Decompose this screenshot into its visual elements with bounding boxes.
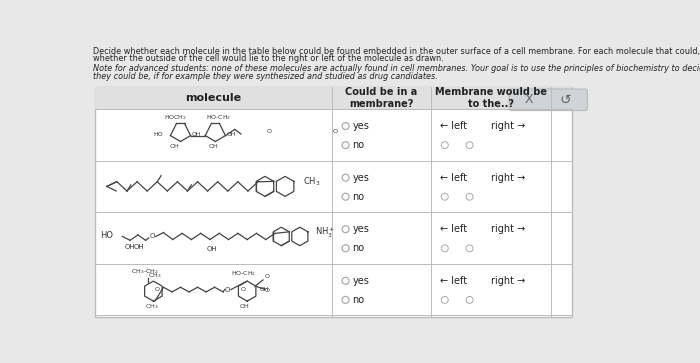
Text: yes: yes xyxy=(353,276,370,286)
Text: O: O xyxy=(332,129,338,134)
Bar xyxy=(95,87,572,317)
Text: NH$_3^+$: NH$_3^+$ xyxy=(315,225,335,240)
Text: whether the outside of the cell would lie to the right or left of the molecule a: whether the outside of the cell would li… xyxy=(93,54,444,63)
Text: OH: OH xyxy=(240,304,250,309)
Text: O: O xyxy=(265,288,270,293)
Text: ← left: ← left xyxy=(440,173,468,183)
Text: yes: yes xyxy=(353,173,370,183)
Text: O: O xyxy=(265,274,270,280)
Text: no: no xyxy=(353,243,365,253)
Text: right →: right → xyxy=(491,224,526,234)
Text: Could be in a
membrane?: Could be in a membrane? xyxy=(345,87,417,109)
Text: OH: OH xyxy=(208,144,218,150)
Text: HOCH$_2$: HOCH$_2$ xyxy=(164,113,187,122)
Text: HO: HO xyxy=(153,131,162,136)
Text: ← left: ← left xyxy=(440,276,468,286)
Text: HO-CH$_2$: HO-CH$_2$ xyxy=(230,269,256,278)
Text: no: no xyxy=(353,295,365,305)
Text: molecule: molecule xyxy=(186,93,241,103)
Text: right →: right → xyxy=(491,276,526,286)
Text: OH: OH xyxy=(169,144,179,150)
Text: HO-CH$_2$: HO-CH$_2$ xyxy=(206,113,231,122)
Text: yes: yes xyxy=(353,121,370,131)
Text: ← left: ← left xyxy=(440,121,468,131)
Text: HO: HO xyxy=(100,231,113,240)
Bar xyxy=(95,87,572,109)
Text: right →: right → xyxy=(491,173,526,183)
Text: OH: OH xyxy=(125,244,135,250)
Text: O: O xyxy=(241,287,246,292)
Text: ↺: ↺ xyxy=(560,93,571,107)
Text: OH: OH xyxy=(227,131,237,136)
Text: OH: OH xyxy=(206,246,217,252)
Text: Membrane would be
to the..?: Membrane would be to the..? xyxy=(435,87,547,109)
Text: CH$_3$: CH$_3$ xyxy=(148,271,162,280)
Text: Note for advanced students: none of these molecules are actually found in cell m: Note for advanced students: none of thes… xyxy=(93,64,700,73)
FancyBboxPatch shape xyxy=(509,89,587,111)
Text: yes: yes xyxy=(353,224,370,234)
Text: no: no xyxy=(353,192,365,202)
Text: O: O xyxy=(267,129,272,134)
Text: CH$_3$: CH$_3$ xyxy=(145,302,159,311)
Text: ← left: ← left xyxy=(440,224,468,234)
Text: OH: OH xyxy=(134,244,145,250)
Text: CH$_3$-CH$_2$: CH$_3$-CH$_2$ xyxy=(132,268,159,276)
Text: O: O xyxy=(225,286,230,293)
Text: O: O xyxy=(155,287,160,292)
Text: CH$_3$: CH$_3$ xyxy=(303,176,321,188)
Text: no: no xyxy=(353,140,365,150)
Text: X: X xyxy=(524,93,533,106)
Text: Decide whether each molecule in the table below could be found embedded in the o: Decide whether each molecule in the tabl… xyxy=(93,48,700,56)
Text: OH: OH xyxy=(260,287,269,292)
Text: O: O xyxy=(149,233,155,240)
Text: they could be, if for example they were synthesized and studied as drug candidat: they could be, if for example they were … xyxy=(93,72,438,81)
Text: right →: right → xyxy=(491,121,526,131)
Text: OH: OH xyxy=(192,132,202,137)
